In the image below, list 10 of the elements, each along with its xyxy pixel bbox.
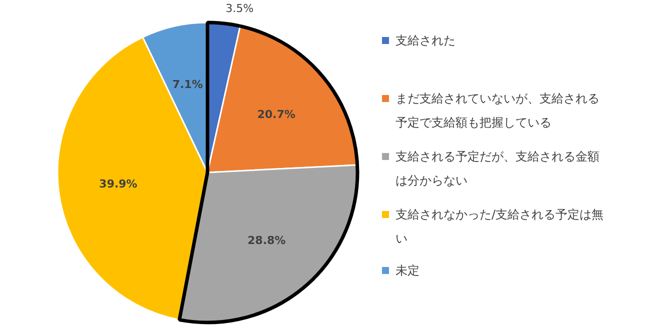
data-label: 28.8%	[248, 234, 286, 247]
data-label: 20.7%	[257, 108, 296, 121]
legend-label: 支給される予定だが、支給される金額は分からない	[396, 150, 600, 188]
legend-label: まだ支給されていないが、支給される予定で支給額も把握している	[396, 92, 600, 130]
legend-label: 未定	[396, 264, 420, 278]
legend-label: 支給された	[396, 34, 456, 48]
data-label: 7.1%	[172, 78, 203, 92]
data-label: 3.5%	[226, 2, 254, 15]
data-label: 39.9%	[99, 178, 138, 191]
legend-label: 支給されなかった/支給される予定は無い	[396, 208, 604, 246]
